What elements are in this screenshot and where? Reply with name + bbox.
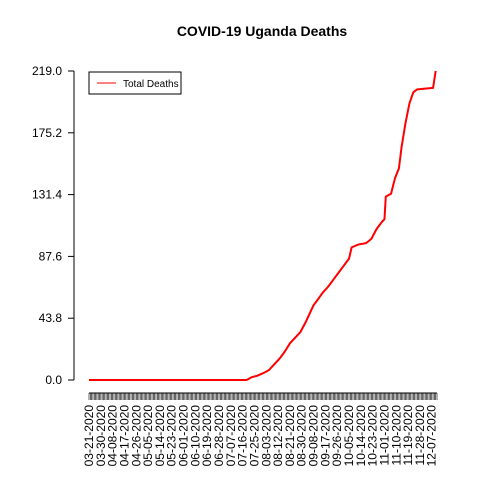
chart-title: COVID-19 Uganda Deaths (177, 23, 348, 39)
x-tick-label: 05-14-2020 (153, 405, 167, 467)
x-axis: 03-21-202003-30-202004-08-202004-17-2020… (82, 392, 439, 467)
y-tick-label: 175.2 (32, 126, 62, 140)
x-tick-label: 10-14-2020 (354, 405, 368, 467)
x-tick-label: 11-01-2020 (377, 405, 391, 466)
legend: Total Deaths (88, 71, 182, 95)
x-tick-label: 09-26-2020 (330, 405, 344, 467)
series-line-total-deaths (89, 70, 437, 381)
y-tick-label: 131.4 (32, 188, 62, 202)
y-axis: 0.0 43.8 87.6 131.4 175.2 219.0 (32, 64, 75, 387)
x-tick-label: 09-08-2020 (307, 405, 321, 467)
x-tick-label: 12-07-2020 (425, 405, 439, 467)
x-tick-label: 08-21-2020 (283, 405, 297, 467)
x-tick-label: 09-17-2020 (318, 405, 332, 467)
x-tick-label: 10-05-2020 (342, 405, 356, 467)
x-tick-label: 03-30-2020 (94, 405, 108, 467)
x-tick-label: 04-08-2020 (106, 405, 120, 467)
x-tick-label: 06-01-2020 (177, 405, 191, 467)
x-tick-label: 07-25-2020 (247, 405, 261, 467)
x-tick-label: 11-19-2020 (401, 405, 415, 466)
y-tick-label: 219.0 (32, 64, 62, 78)
x-tick-label: 07-07-2020 (224, 405, 238, 467)
y-tick-label: 87.6 (39, 249, 63, 263)
legend-label: Total Deaths (123, 79, 179, 90)
x-tick-label: 06-19-2020 (200, 405, 214, 467)
x-tick-label: 06-28-2020 (212, 405, 226, 467)
legend-box (88, 71, 182, 95)
x-tick-label: 11-28-2020 (413, 405, 427, 466)
x-tick-label: 04-17-2020 (117, 405, 131, 467)
x-tick-label: 04-26-2020 (129, 405, 143, 467)
x-tick-label: 07-16-2020 (236, 405, 250, 467)
y-tick-label: 0.0 (45, 373, 62, 387)
x-tick-label: 06-10-2020 (188, 405, 202, 467)
x-tick-label: 08-30-2020 (295, 405, 309, 467)
y-tick-label: 43.8 (39, 311, 63, 325)
x-tick-label: 08-03-2020 (259, 405, 273, 467)
x-tick-label: 03-21-2020 (82, 405, 96, 467)
x-tick-label: 05-23-2020 (165, 405, 179, 467)
x-tick-label: 05-05-2020 (141, 405, 155, 467)
plot-area (89, 70, 437, 381)
x-tick-label: 10-23-2020 (366, 405, 380, 467)
x-tick-label: 11-10-2020 (389, 405, 403, 466)
x-tick-label: 08-12-2020 (271, 405, 285, 467)
